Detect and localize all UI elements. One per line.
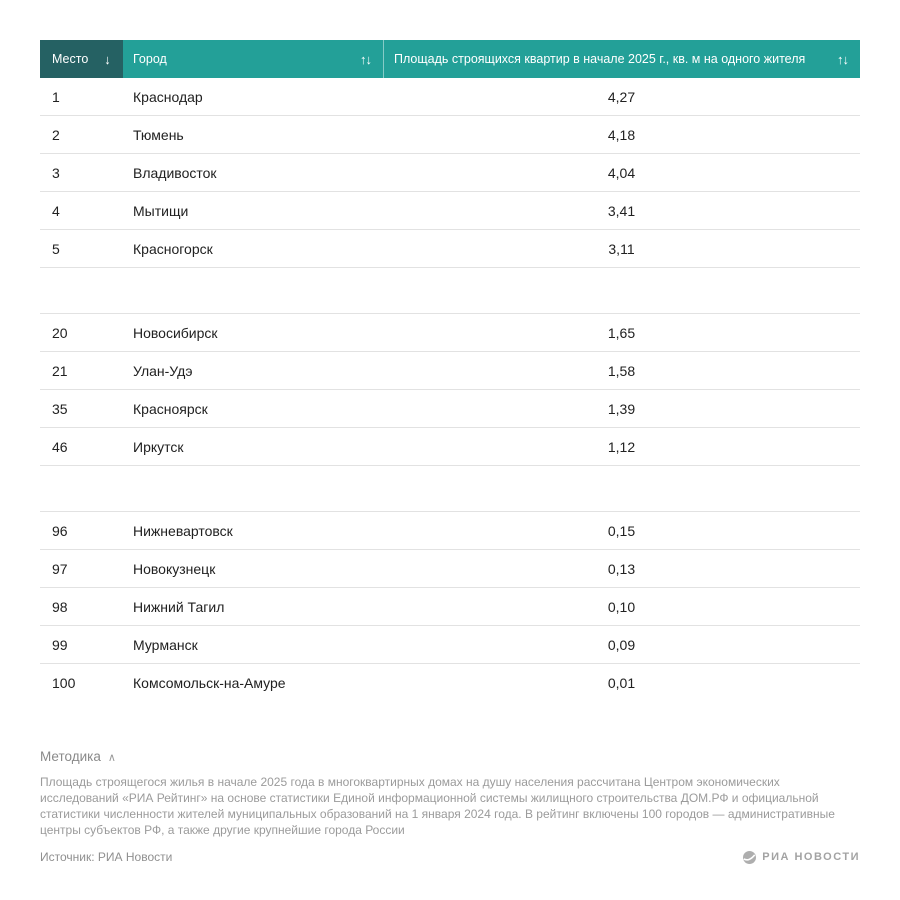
- header-city-label: Город: [133, 52, 167, 66]
- city-cell: Мытищи: [133, 202, 189, 219]
- table-row: 4 Мытищи 3,41: [40, 192, 860, 230]
- rank-cell: 96: [52, 522, 68, 539]
- rank-cell: 1: [52, 88, 60, 105]
- rank-cell: 97: [52, 560, 68, 577]
- group-spacer: [40, 466, 860, 512]
- value-cell: 0,15: [607, 522, 636, 539]
- ria-novosti-logo: РИА НОВОСТИ: [743, 850, 860, 864]
- ria-logo-text: РИА НОВОСТИ: [762, 851, 860, 863]
- value-cell: 0,01: [607, 675, 636, 691]
- rank-cell: 2: [52, 126, 60, 143]
- value-cell: 4,27: [607, 88, 636, 105]
- table-row: 21 Улан-Удэ 1,58: [40, 352, 860, 390]
- source-bar: Источник: РИА Новости РИА НОВОСТИ: [40, 850, 860, 864]
- rank-cell: 46: [52, 438, 68, 455]
- source-label: Источник: РИА Новости: [40, 850, 173, 864]
- city-cell: Иркутск: [133, 438, 184, 455]
- header-rank[interactable]: Место ↓: [40, 40, 123, 78]
- value-cell: 4,04: [607, 164, 636, 181]
- value-cell: 1,58: [607, 362, 636, 379]
- group-spacer: [40, 268, 860, 314]
- rank-cell: 98: [52, 598, 68, 615]
- header-value[interactable]: Площадь строящихся квартир в начале 2025…: [383, 40, 860, 78]
- header-value-label: Площадь строящихся квартир в начале 2025…: [394, 52, 806, 66]
- rank-cell: 99: [52, 636, 68, 653]
- city-cell: Нижний Тагил: [133, 598, 225, 615]
- rank-cell: 20: [52, 324, 68, 341]
- city-cell: Тюмень: [133, 126, 184, 143]
- table-row: 1 Краснодар 4,27: [40, 78, 860, 116]
- table-row: 46 Иркутск 1,12: [40, 428, 860, 466]
- value-cell: 3,41: [607, 202, 636, 219]
- value-cell: 0,10: [607, 598, 636, 615]
- methodology-toggle[interactable]: Методика ∧: [40, 749, 116, 764]
- sort-desc-icon[interactable]: ↓: [104, 51, 110, 67]
- table-row: 97 Новокузнецк 0,13: [40, 550, 860, 588]
- table-row: 5 Красногорск 3,11: [40, 230, 860, 268]
- rank-cell: 21: [52, 362, 68, 379]
- sort-both-icon[interactable]: ↑↓: [837, 51, 849, 67]
- rank-cell: 5: [52, 240, 60, 257]
- value-cell: 0,13: [607, 560, 636, 577]
- table-row: 20 Новосибирск 1,65: [40, 314, 860, 352]
- sort-both-icon[interactable]: ↑↓: [360, 51, 372, 67]
- city-cell: Краснодар: [133, 88, 203, 105]
- city-cell: Улан-Удэ: [133, 362, 193, 379]
- value-cell: 1,65: [607, 324, 636, 341]
- chevron-up-icon: ∧: [107, 752, 116, 764]
- table-row: 35 Красноярск 1,39: [40, 390, 860, 428]
- city-cell: Новокузнецк: [133, 560, 216, 577]
- city-cell: Мурманск: [133, 636, 198, 653]
- table-header: Место ↓ Город ↑↓ Площадь строящихся квар…: [40, 40, 860, 78]
- rank-cell: 4: [52, 202, 60, 219]
- city-cell: Красноярск: [133, 400, 208, 417]
- header-rank-label: Место: [52, 52, 89, 66]
- value-cell: 1,39: [607, 400, 636, 417]
- rating-table: Место ↓ Город ↑↓ Площадь строящихся квар…: [40, 40, 860, 702]
- rank-cell: 3: [52, 164, 60, 181]
- city-cell: Новосибирск: [133, 324, 218, 341]
- rank-cell: 100: [52, 675, 76, 691]
- methodology-section: Методика ∧ Площадь строящегося жилья в н…: [40, 748, 860, 838]
- table-group-bottom: 96 Нижневартовск 0,15 97 Новокузнецк 0,1…: [40, 512, 860, 702]
- table-group-middle: 20 Новосибирск 1,65 21 Улан-Удэ 1,58 35 …: [40, 314, 860, 466]
- city-cell: Нижневартовск: [133, 522, 233, 539]
- value-cell: 3,11: [608, 240, 635, 257]
- city-cell: Комсомольск-на-Амуре: [133, 675, 286, 691]
- table-row: 99 Мурманск 0,09: [40, 626, 860, 664]
- table-group-top: 1 Краснодар 4,27 2 Тюмень 4,18 3 Владиво…: [40, 78, 860, 268]
- table-row: 96 Нижневартовск 0,15: [40, 512, 860, 550]
- table-row: 2 Тюмень 4,18: [40, 116, 860, 154]
- value-cell: 1,12: [607, 438, 636, 455]
- rank-cell: 35: [52, 400, 68, 417]
- methodology-label: Методика: [40, 749, 101, 764]
- city-cell: Владивосток: [133, 164, 217, 181]
- methodology-text: Площадь строящегося жилья в начале 2025 …: [40, 775, 835, 837]
- value-cell: 4,18: [607, 126, 636, 143]
- header-city[interactable]: Город ↑↓: [123, 40, 383, 78]
- city-cell: Красногорск: [133, 240, 213, 257]
- value-cell: 0,09: [607, 636, 636, 653]
- table-row: 98 Нижний Тагил 0,10: [40, 588, 860, 626]
- table-row: 100 Комсомольск-на-Амуре 0,01: [40, 664, 860, 702]
- table-row: 3 Владивосток 4,04: [40, 154, 860, 192]
- ria-logo-icon: [743, 850, 757, 864]
